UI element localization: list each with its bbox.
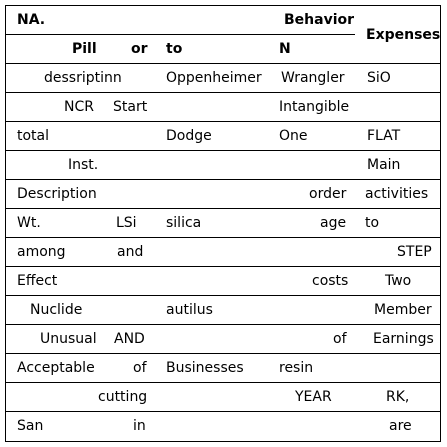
table-cell: Main xyxy=(367,157,401,173)
row-divider xyxy=(5,353,441,354)
table-cell: Description xyxy=(17,186,97,202)
table-cell: Two xyxy=(385,273,412,289)
row-divider xyxy=(5,295,441,296)
table-cell: cutting xyxy=(98,389,148,405)
table-cell: Acceptable xyxy=(17,360,95,376)
table-cell: YEAR xyxy=(295,389,332,405)
table-cell: Start xyxy=(113,99,148,115)
row-divider xyxy=(5,237,441,238)
table-cell: Wrangler xyxy=(281,70,345,86)
table-cell: Effect xyxy=(17,273,58,289)
table-cell: costs xyxy=(312,273,349,289)
table-cell: of xyxy=(133,360,147,376)
table-cell: Businesses xyxy=(166,360,244,376)
header-n: N xyxy=(279,41,291,57)
header-or: or xyxy=(131,41,148,57)
table-cell: Inst. xyxy=(68,157,99,173)
row-divider xyxy=(5,382,441,383)
row-divider xyxy=(5,266,441,267)
row-divider xyxy=(5,411,441,412)
header-behavior: Behavior xyxy=(284,12,355,28)
table-cell: FLAT xyxy=(367,128,401,144)
table-cell: autilus xyxy=(166,302,213,318)
row-divider xyxy=(5,150,441,151)
table-cell: of xyxy=(333,331,347,347)
table-cell: Wt. xyxy=(17,215,41,231)
table-cell: Earnings xyxy=(373,331,434,347)
table-cell: among xyxy=(17,244,66,260)
table-cell: Oppenheimer xyxy=(166,70,262,86)
header-pill: Pill xyxy=(72,41,97,57)
table-cell: LSi xyxy=(116,215,137,231)
table-cell: SiO xyxy=(367,70,391,86)
table-cell: AND xyxy=(114,331,145,347)
table-cell: order xyxy=(309,186,347,202)
row-divider xyxy=(5,121,441,122)
table-cell: total xyxy=(17,128,50,144)
table-cell: Unusual xyxy=(40,331,97,347)
row-divider xyxy=(5,324,441,325)
table-cell: age xyxy=(320,215,347,231)
row-divider xyxy=(5,92,441,93)
table-cell: silica xyxy=(166,215,202,231)
table-cell: activities xyxy=(365,186,429,202)
table-cell: resin xyxy=(279,360,314,376)
table-frame xyxy=(5,5,441,442)
table-cell: San xyxy=(17,418,44,434)
table-cell: Member xyxy=(374,302,432,318)
table-cell: and xyxy=(117,244,144,260)
table-cell: in xyxy=(133,418,146,434)
row-divider xyxy=(5,208,441,209)
table-cell: dessriptinn xyxy=(44,70,122,86)
table-cell: to xyxy=(365,215,380,231)
table-cell: are xyxy=(389,418,412,434)
row-divider xyxy=(5,63,441,64)
header-expenses: Expenses xyxy=(366,27,441,43)
table-cell: Dodge xyxy=(166,128,212,144)
table-cell: Intangible xyxy=(279,99,350,115)
table-cell: Nuclide xyxy=(30,302,83,318)
table-cell: RK, xyxy=(386,389,410,405)
table-cell: STEP xyxy=(397,244,432,260)
header-na: NA. xyxy=(17,12,46,28)
header-to: to xyxy=(166,41,183,57)
row-divider xyxy=(5,179,441,180)
header-divider xyxy=(5,34,355,35)
table-cell: NCR xyxy=(64,99,94,115)
table-cell: One xyxy=(279,128,308,144)
